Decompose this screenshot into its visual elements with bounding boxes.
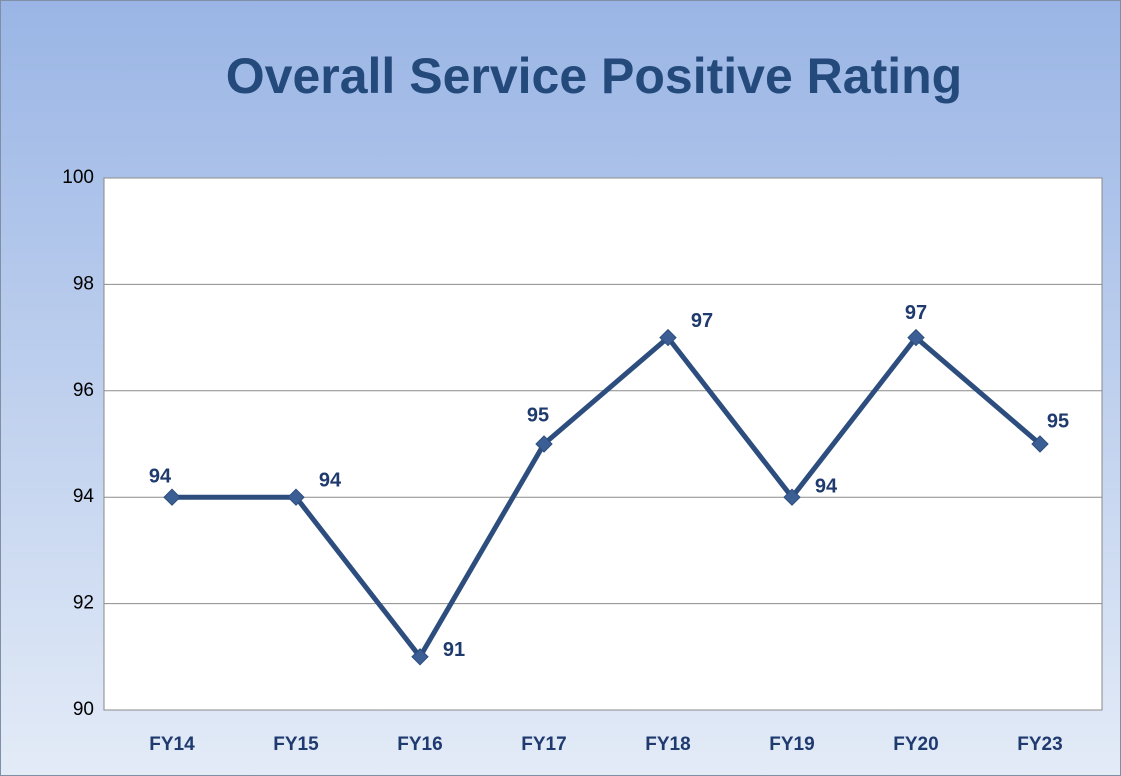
data-label: 97 bbox=[905, 302, 927, 324]
marker bbox=[783, 488, 801, 506]
y-tick-label: 100 bbox=[62, 167, 94, 188]
data-label: 97 bbox=[691, 310, 713, 332]
marker bbox=[163, 488, 181, 506]
y-tick-label: 96 bbox=[73, 380, 94, 401]
chart-title: Overall Service Positive Rating bbox=[226, 48, 962, 104]
data-label: 95 bbox=[527, 404, 549, 426]
y-tick-label: 98 bbox=[73, 273, 94, 294]
marker bbox=[535, 435, 553, 453]
data-label: 94 bbox=[319, 469, 342, 491]
y-tick-label: 94 bbox=[73, 486, 95, 507]
data-label: 94 bbox=[149, 465, 172, 487]
x-tick-label: FY17 bbox=[521, 734, 566, 755]
marker bbox=[287, 488, 305, 506]
marker bbox=[907, 328, 925, 347]
y-tick-label: 92 bbox=[73, 593, 94, 614]
x-tick-label: FY23 bbox=[1017, 734, 1062, 755]
x-tick-label: FY15 bbox=[273, 734, 319, 755]
x-tick-label: FY19 bbox=[769, 734, 814, 755]
line bbox=[172, 335, 1042, 660]
data-label: 95 bbox=[1047, 410, 1069, 432]
y-tick-label: 90 bbox=[73, 699, 94, 720]
x-tick-label: FY20 bbox=[893, 734, 938, 755]
marker bbox=[411, 648, 429, 666]
x-tick-label: FY16 bbox=[397, 734, 442, 755]
data-label: 91 bbox=[443, 639, 465, 661]
data-label: 94 bbox=[815, 475, 838, 497]
plot-area bbox=[103, 177, 1103, 711]
marker bbox=[659, 328, 677, 347]
marker bbox=[1031, 435, 1049, 453]
x-tick-label: FY14 bbox=[149, 734, 195, 755]
x-tick-label: FY18 bbox=[645, 734, 690, 755]
